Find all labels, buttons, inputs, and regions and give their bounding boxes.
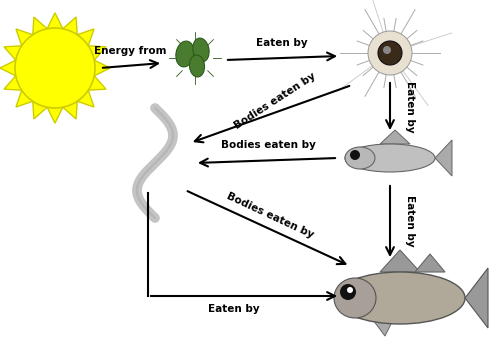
Text: Bodies eaten by: Bodies eaten by [233,71,318,131]
Polygon shape [435,140,452,176]
Text: Eaten by: Eaten by [405,195,415,247]
Circle shape [368,31,412,75]
Circle shape [383,46,391,54]
Polygon shape [380,250,420,272]
Ellipse shape [345,144,435,172]
Ellipse shape [193,38,209,62]
Ellipse shape [334,278,376,318]
Polygon shape [380,130,410,144]
Polygon shape [465,268,488,328]
Polygon shape [0,13,110,123]
Circle shape [378,41,402,65]
Ellipse shape [335,272,465,324]
Text: Energy from: Energy from [94,46,166,56]
Text: Bodies eaten by: Bodies eaten by [225,191,315,240]
Ellipse shape [176,41,194,67]
Text: Eaten by: Eaten by [208,304,260,314]
Ellipse shape [190,55,204,77]
Circle shape [15,28,95,108]
Circle shape [340,284,356,300]
Text: Bodies eaten by: Bodies eaten by [220,140,316,150]
Circle shape [350,150,360,160]
Circle shape [347,287,353,293]
Ellipse shape [345,147,375,169]
Polygon shape [415,254,445,272]
Text: Eaten by: Eaten by [256,38,308,48]
Polygon shape [370,316,395,336]
Text: Eaten by: Eaten by [405,81,415,133]
